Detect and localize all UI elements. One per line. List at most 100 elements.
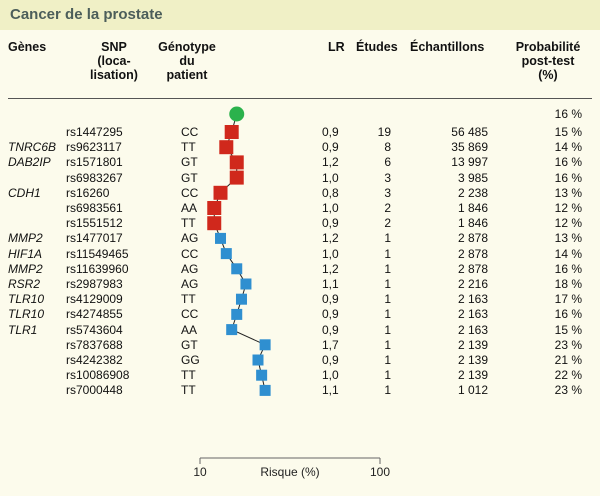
- cell-echantillons: 2 238: [457, 185, 488, 200]
- cell-probabilite: 15 %: [554, 125, 582, 139]
- cell-snp: rs11639960: [66, 261, 129, 276]
- cell-probabilite: 16 %: [554, 261, 582, 276]
- cell-probabilite: 21 %: [554, 353, 582, 367]
- cell-genotype: AG: [181, 231, 199, 246]
- cell-snp: rs7837688: [66, 337, 123, 352]
- cell-echantillons: 2 139: [457, 337, 488, 352]
- cell-snp: rs11549465: [66, 246, 129, 261]
- cell-snp: rs2987983: [66, 277, 123, 291]
- cell-echantillons: 2 139: [457, 353, 488, 367]
- cell-gene: TLR10: [8, 292, 45, 307]
- cell-probabilite: 16 %: [554, 155, 582, 170]
- cell-genotype: TT: [181, 140, 196, 155]
- cell-genotype: AA: [181, 322, 198, 337]
- cell-probabilite: 18 %: [554, 277, 582, 291]
- header-prob-line2: post-test: [521, 54, 575, 68]
- baseline-probability: 16 %: [554, 107, 582, 121]
- cell-echantillons: 35 869: [451, 140, 488, 155]
- cell-snp: rs4274855: [66, 307, 123, 322]
- risk-marker: [219, 140, 234, 155]
- risk-marker: [207, 216, 222, 231]
- risk-marker: [259, 339, 271, 351]
- header-genes: Gènes: [8, 40, 47, 54]
- cell-echantillons: 3 985: [457, 170, 488, 185]
- cell-lr: 1,2: [322, 231, 339, 246]
- cell-probabilite: 23 %: [554, 337, 582, 352]
- cell-lr: 0,9: [322, 292, 339, 307]
- risk-marker: [231, 263, 243, 275]
- cell-genotype: CC: [181, 185, 199, 200]
- cell-etudes: 1: [384, 292, 391, 307]
- cell-genotype: TT: [181, 292, 196, 307]
- cell-echantillons: 2 163: [457, 292, 488, 307]
- header-genotype-line2: du: [179, 54, 195, 68]
- cell-echantillons: 2 216: [457, 277, 488, 291]
- cell-genotype: GT: [181, 155, 198, 170]
- cell-lr: 0,9: [322, 322, 339, 337]
- cell-etudes: 2: [384, 216, 391, 231]
- cell-lr: 1,0: [322, 201, 339, 215]
- cell-probabilite: 14 %: [554, 246, 582, 261]
- cell-snp: rs1551512: [66, 216, 123, 231]
- cell-etudes: 1: [384, 246, 391, 261]
- cell-etudes: 6: [384, 155, 391, 170]
- cell-gene: HIF1A: [8, 246, 43, 261]
- risk-marker: [224, 125, 239, 139]
- cell-echantillons: 2 163: [457, 307, 488, 322]
- cell-etudes: 1: [384, 231, 391, 246]
- cell-lr: 1,2: [322, 155, 339, 170]
- cell-genotype: TT: [181, 216, 196, 231]
- cell-etudes: 1: [384, 353, 391, 367]
- cell-genotype: AG: [181, 261, 199, 276]
- cell-lr: 0,9: [322, 216, 339, 231]
- header-echantillons: Échantillons: [410, 40, 485, 54]
- cell-echantillons: 2 163: [457, 322, 488, 337]
- header-rule: [8, 98, 592, 99]
- header-etudes: Études: [356, 40, 398, 54]
- cell-probabilite: 17 %: [554, 292, 582, 307]
- cell-genotype: CC: [181, 246, 199, 261]
- cell-snp: rs6983561: [66, 201, 123, 215]
- cell-snp: rs1571801: [66, 155, 123, 170]
- cell-gene: RSR2: [8, 277, 41, 291]
- cell-lr: 0,9: [322, 125, 339, 139]
- cell-echantillons: 2 878: [457, 231, 488, 246]
- cell-echantillons: 56 485: [451, 125, 488, 139]
- cell-lr: 1,1: [322, 277, 339, 291]
- risk-marker: [215, 232, 227, 244]
- risk-marker: [240, 278, 252, 290]
- cell-etudes: 8: [384, 140, 391, 155]
- cell-probabilite: 22 %: [554, 368, 582, 383]
- cell-etudes: 1: [384, 337, 391, 352]
- risk-marker: [207, 201, 222, 215]
- cell-snp: rs5743604: [66, 322, 123, 337]
- cell-etudes: 1: [384, 261, 391, 276]
- cell-echantillons: 2 139: [457, 368, 488, 383]
- header-lr: LR: [328, 40, 345, 54]
- cell-etudes: 3: [384, 170, 391, 185]
- cell-snp: rs4129009: [66, 292, 123, 307]
- risk-marker: [226, 324, 238, 336]
- risk-marker: [252, 354, 264, 366]
- cell-genotype: CC: [181, 307, 199, 322]
- cell-lr: 0,8: [322, 185, 339, 200]
- cell-gene: DAB2IP: [8, 155, 51, 170]
- cell-gene: CDH1: [8, 185, 41, 200]
- cell-genotype: AG: [181, 277, 199, 291]
- risk-marker: [235, 293, 247, 305]
- header-snp: SNP (loca- lisation): [78, 40, 150, 82]
- cell-probabilite: 16 %: [554, 170, 582, 185]
- risk-marker: [231, 308, 243, 320]
- cell-etudes: 1: [384, 307, 391, 322]
- cell-probabilite: 14 %: [554, 140, 582, 155]
- cell-probabilite: 12 %: [554, 201, 582, 215]
- cell-snp: rs1477017: [66, 231, 123, 246]
- cell-lr: 0,9: [322, 140, 339, 155]
- cell-probabilite: 13 %: [554, 231, 582, 246]
- header-snp-line3: lisation): [90, 68, 138, 82]
- header-genotype-line1: Génotype: [158, 40, 216, 54]
- cell-snp: rs4242382: [66, 353, 123, 367]
- header-snp-line1: SNP: [101, 40, 127, 54]
